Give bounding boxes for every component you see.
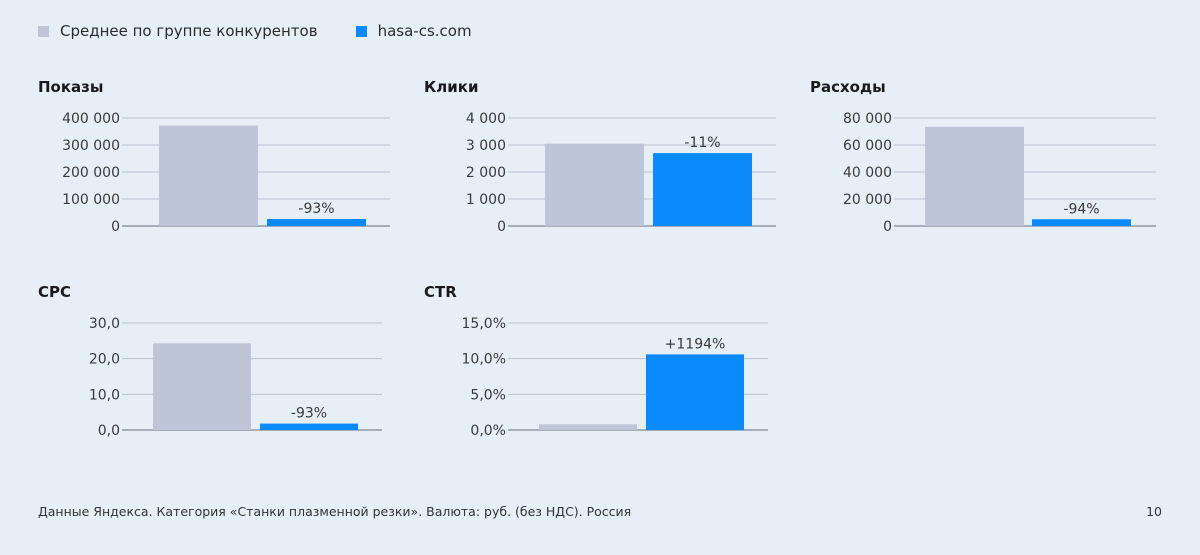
y-tick-label: 5,0% [470,387,506,403]
chart-title: CPC [38,283,72,301]
y-tick-label: 10,0% [462,352,506,368]
bar-competitors [925,126,1024,226]
legend-swatch-competitors [38,25,49,37]
bar-data-label: -93% [291,406,327,422]
y-tick-label: 200 000 [62,165,120,181]
chart-title: Клики [424,78,479,96]
bar-site [1032,219,1131,226]
y-tick-label: 3 000 [466,138,506,154]
legend-label-competitors: Среднее по группе конкурентов [60,22,318,40]
footer-source: Данные Яндекса. Категория «Станки плазме… [38,504,632,519]
y-tick-label: 0 [111,219,120,235]
legend-item-competitors: Среднее по группе конкурентов [38,22,318,40]
chart-title: Расходы [810,78,886,96]
bar-site [267,218,366,226]
chart-expenses: Расходы 80 000 60 000 40 000 20 000 0 -94% [810,78,1170,253]
y-tick-label: 20,0 [89,352,120,368]
chart-clicks: Клики 4 000 3 000 2 000 1 000 0 -11% [424,78,784,253]
chart-impressions: Показы 400 000 300 000 200 000 100 000 0 -93% [38,78,398,253]
y-tick-label: 15,0% [462,316,506,332]
bar-competitors [539,424,637,430]
y-tick-label: 300 000 [62,138,120,154]
chart-ctr: CTR 15,0% 10,0% 5,0% 0,0% +1194% [424,283,784,458]
y-tick-label: 80 000 [843,111,892,127]
y-tick-label: 2 000 [466,165,506,181]
chart-impressions-plot: 400 000 300 000 200 000 100 000 0 -93% [62,111,390,235]
page-number: 10 [1146,504,1162,519]
y-tick-label: 0,0 [98,423,120,439]
y-tick-label: 100 000 [62,192,120,208]
y-tick-label: 0,0% [470,423,506,439]
y-tick-label: 10,0 [89,387,120,403]
chart-title: CTR [424,283,457,301]
bar-site [653,153,752,226]
legend-label-site: hasa-cs.com [377,22,472,40]
legend: Среднее по группе конкурентов hasa-cs.co… [38,22,510,40]
y-tick-label: 4 000 [466,111,506,127]
bar-site [646,354,744,430]
y-tick-label: 40 000 [843,165,892,181]
y-tick-label: 1 000 [466,192,506,208]
y-tick-label: 60 000 [843,138,892,154]
y-tick-label: 0 [883,219,892,235]
y-tick-label: 400 000 [62,111,120,127]
bar-site [260,423,358,430]
bar-data-label: -94% [1063,201,1099,217]
legend-item-site: hasa-cs.com [355,22,472,40]
chart-cpc: CPC 30,0 20,0 10,0 0,0 -93% [38,283,398,458]
bar-competitors [153,343,251,430]
chart-expenses-plot: 80 000 60 000 40 000 20 000 0 -94% [843,111,1156,235]
y-tick-label: 20 000 [843,192,892,208]
chart-clicks-plot: 4 000 3 000 2 000 1 000 0 -11% [466,111,776,235]
chart-title: Показы [38,78,104,96]
bar-competitors [545,143,644,226]
y-tick-label: 0 [497,219,506,235]
y-tick-label: 30,0 [89,316,120,332]
bar-data-label: +1194% [665,336,726,352]
bar-data-label: -11% [684,135,720,151]
bar-competitors [159,125,258,226]
chart-cpc-plot: 30,0 20,0 10,0 0,0 -93% [89,316,382,439]
legend-swatch-site [355,25,367,37]
bar-data-label: -93% [298,201,334,217]
chart-ctr-plot: 15,0% 10,0% 5,0% 0,0% +1194% [462,316,768,439]
